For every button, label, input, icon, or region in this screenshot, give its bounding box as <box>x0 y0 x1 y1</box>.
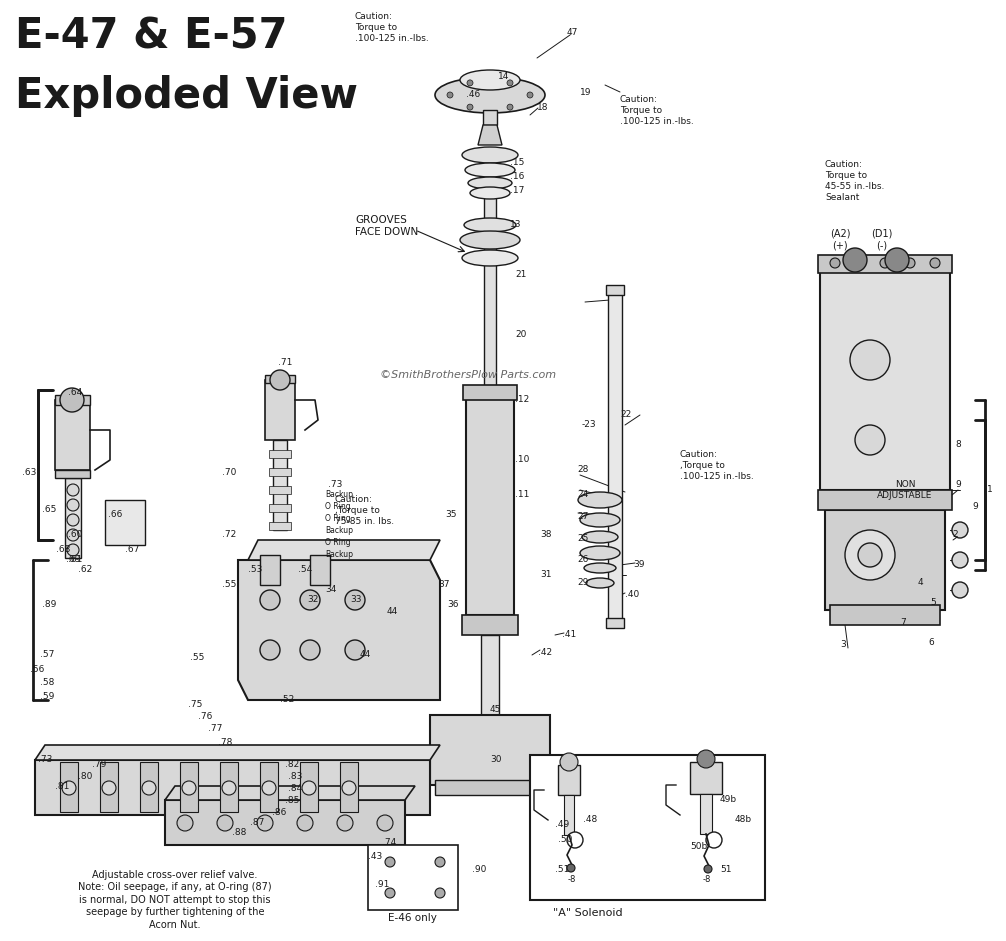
Text: .79: .79 <box>92 760 107 769</box>
Circle shape <box>297 815 313 831</box>
Ellipse shape <box>460 70 520 90</box>
Bar <box>220 762 238 812</box>
Text: .64: .64 <box>68 388 82 397</box>
Bar <box>820 270 950 490</box>
Ellipse shape <box>464 218 516 232</box>
Text: E-46 only: E-46 only <box>387 913 437 923</box>
Bar <box>65 478 81 558</box>
Text: .58: .58 <box>40 678 54 687</box>
Bar <box>483 110 497 125</box>
Text: 28: 28 <box>577 465 589 474</box>
Text: 20: 20 <box>515 330 526 339</box>
Text: .68: .68 <box>55 545 70 554</box>
Text: .69: .69 <box>65 555 80 564</box>
Text: .84: .84 <box>288 784 302 793</box>
Text: 30: 30 <box>490 755 502 764</box>
Text: 24: 24 <box>577 490 589 499</box>
Polygon shape <box>238 560 440 700</box>
Bar <box>265 375 295 383</box>
Circle shape <box>345 590 365 610</box>
Bar <box>690 762 722 794</box>
Bar <box>165 800 405 845</box>
Text: .91: .91 <box>375 880 389 889</box>
Text: .12: .12 <box>515 395 529 404</box>
Circle shape <box>342 781 356 795</box>
Text: 21: 21 <box>515 270 526 279</box>
Bar <box>140 762 158 812</box>
Text: O Ring: O Ring <box>325 538 351 547</box>
Bar <box>463 385 517 400</box>
Text: .57: .57 <box>40 650 54 659</box>
Circle shape <box>704 865 712 873</box>
Text: .48: .48 <box>583 815 598 824</box>
Text: 51: 51 <box>720 865 731 874</box>
Bar <box>55 395 90 405</box>
Bar <box>484 195 496 395</box>
Text: 27: 27 <box>577 512 589 521</box>
Text: NON
ADJUSTABLE: NON ADJUSTABLE <box>877 480 933 500</box>
Circle shape <box>67 544 79 556</box>
Text: ©SmithBrothersPlow Parts.com: ©SmithBrothersPlow Parts.com <box>380 370 556 380</box>
Text: .46: .46 <box>466 90 480 99</box>
Circle shape <box>300 590 320 610</box>
Bar <box>180 762 198 812</box>
Ellipse shape <box>580 513 620 527</box>
Circle shape <box>706 832 722 848</box>
Bar <box>35 760 430 815</box>
Ellipse shape <box>465 163 515 177</box>
Text: 8: 8 <box>955 440 961 449</box>
Bar <box>269 504 291 512</box>
Text: .73: .73 <box>38 755 52 764</box>
Circle shape <box>67 484 79 496</box>
Bar <box>260 555 280 585</box>
Circle shape <box>257 815 273 831</box>
Text: Caution:
,Torque to
75-85 in. lbs.: Caution: ,Torque to 75-85 in. lbs. <box>335 495 394 526</box>
Text: .51: .51 <box>555 865 569 874</box>
Text: .67: .67 <box>125 545 140 554</box>
Bar <box>55 400 90 470</box>
Text: "A" Solenoid: "A" Solenoid <box>553 908 623 918</box>
Bar <box>818 490 952 510</box>
Text: 44: 44 <box>387 607 398 616</box>
Circle shape <box>385 857 395 867</box>
Text: 38: 38 <box>540 530 551 539</box>
Ellipse shape <box>586 578 614 588</box>
Text: .52: .52 <box>280 695 294 704</box>
Text: .77: .77 <box>208 724 222 733</box>
Text: 2: 2 <box>952 530 958 539</box>
Circle shape <box>67 499 79 511</box>
Text: Adjustable cross-over relief valve.
Note: Oil seepage, if any, at O-ring (87)
is: Adjustable cross-over relief valve. Note… <box>78 870 272 930</box>
Text: Backup: Backup <box>325 490 353 499</box>
Text: 18: 18 <box>537 103 548 112</box>
Text: 29: 29 <box>577 578 589 587</box>
Text: 5: 5 <box>930 598 936 607</box>
Text: .49: .49 <box>555 820 569 829</box>
Text: .86: .86 <box>272 808 287 817</box>
Text: 44: 44 <box>360 650 371 659</box>
Text: .82: .82 <box>285 760 299 769</box>
Bar <box>310 555 330 585</box>
Bar <box>273 440 287 530</box>
Bar <box>825 510 945 610</box>
Text: .65: .65 <box>42 505 56 514</box>
Circle shape <box>830 258 840 268</box>
Circle shape <box>270 370 290 390</box>
Text: Backup: Backup <box>325 526 353 535</box>
Bar <box>608 290 622 620</box>
Text: 4: 4 <box>918 578 924 587</box>
Circle shape <box>435 888 445 898</box>
Polygon shape <box>478 125 502 145</box>
Text: Exploded View: Exploded View <box>15 75 358 117</box>
Bar <box>558 765 580 795</box>
Circle shape <box>952 522 968 538</box>
Circle shape <box>858 543 882 567</box>
Circle shape <box>300 640 320 660</box>
Bar <box>818 255 952 273</box>
Circle shape <box>177 815 193 831</box>
Text: 48b: 48b <box>735 815 752 824</box>
Ellipse shape <box>582 531 618 543</box>
Text: .90: .90 <box>472 865 486 874</box>
Text: 36: 36 <box>447 600 459 609</box>
Circle shape <box>447 92 453 98</box>
Text: 26: 26 <box>577 555 589 564</box>
